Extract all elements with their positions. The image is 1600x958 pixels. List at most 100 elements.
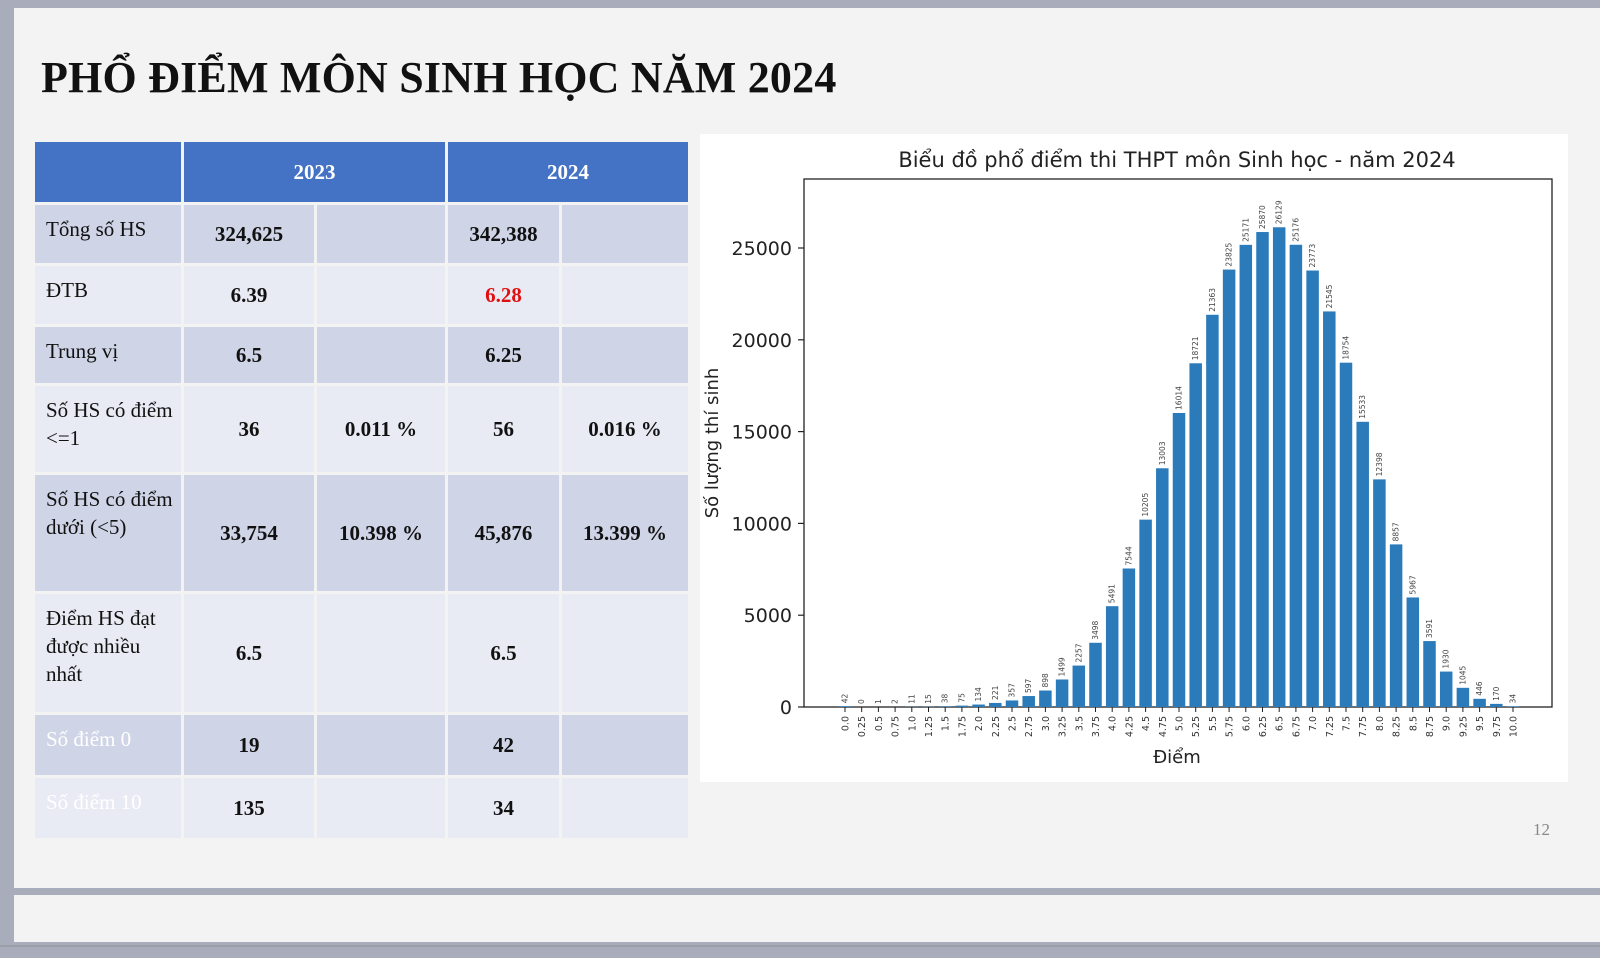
bar [1172,412,1186,707]
table-row: Số điểm 0 19 42 [35,715,688,775]
x-tick-label: 6.75 [1291,716,1302,737]
row-label: Trung vị [35,327,181,383]
header-empty-cell [35,142,181,202]
x-tick-label: 3.5 [1074,716,1085,731]
row-label: ĐTB [35,266,181,324]
bar-data-label: 0 [857,699,866,704]
x-tick-label: 1.5 [941,716,952,731]
bar [1156,468,1169,707]
bar-data-label: 15 [924,694,933,704]
value-2024: 6.25 [448,327,559,383]
x-tick-label: 2.0 [974,716,985,731]
x-tick-label: 4.75 [1158,716,1169,737]
page-number: 12 [1533,820,1550,839]
bar [989,702,1002,707]
bottom-divider [0,945,1600,947]
x-tick-label: 9.5 [1475,716,1486,731]
value-2024: 42 [448,715,559,775]
bar [1206,314,1219,707]
bar-data-label: 21363 [1208,288,1217,312]
bar [1339,362,1353,707]
bar-data-label: 1930 [1442,649,1451,668]
x-tick-label: 9.75 [1492,716,1503,737]
x-tick-label: 5.75 [1225,716,1236,737]
table-row: Số HS có điểm dưới (<5) 33,754 10.398 % … [35,475,688,591]
x-tick-label: 2.25 [991,716,1002,737]
bar-data-label: 21545 [1325,284,1334,308]
value-2023: 33,754 [184,475,314,591]
x-tick-label: 5.25 [1191,716,1202,737]
value-2024: 34 [448,778,559,838]
percent-2024 [562,594,688,712]
bar-data-label: 2257 [1074,643,1083,662]
bar [1139,519,1152,707]
percent-2024 [562,778,688,838]
bar [1356,421,1369,707]
bar [1456,687,1470,707]
x-axis: 0.0 0.25 0.5 0.75 1.0 1.25 1.5 1.75 2.0 2.25 2.5 2.… [841,707,1520,737]
value-2023: 135 [184,778,314,838]
x-tick-label: 7.25 [1325,716,1336,737]
bar-data-label: 221 [991,685,1000,700]
value-2023: 36 [184,386,314,472]
bar [1406,597,1420,707]
y-tick-label: 5000 [744,605,792,627]
x-tick-label: 9.25 [1458,716,1469,737]
y-axis: 0 5000 10000 15000 20000 25000 [732,238,804,719]
bar-data-label: 8857 [1392,522,1401,541]
percent-2023 [317,715,445,775]
table-row: Tổng số HS 324,625 342,388 [35,205,688,263]
bar-data-label: 357 [1008,683,1017,698]
bar [1439,671,1453,707]
value-2023: 6.5 [184,327,314,383]
bar [1473,698,1486,707]
row-label: Điểm HS đạt được nhiều nhất [35,594,181,712]
x-tick-label: 2.5 [1008,716,1019,731]
x-tick-label: 8.5 [1408,716,1419,731]
percent-2023 [317,266,445,324]
bar [938,706,952,707]
bar-data-label: 5967 [1408,575,1417,594]
bar-data-label: 7544 [1124,546,1133,565]
row-label: Số HS có điểm dưới (<5) [35,475,181,591]
bar [838,706,852,707]
histogram-chart: Biểu đồ phổ điểm thi THPT môn Sinh học -… [702,148,1553,768]
x-tick-label: 0.0 [841,716,852,731]
bar [955,705,969,707]
x-tick-label: 10.0 [1509,716,1520,737]
value-2024: 342,388 [448,205,559,263]
bar [1222,269,1236,707]
bar-data-label: 25870 [1258,205,1267,229]
bar [1239,244,1253,708]
x-tick-label: 6.0 [1241,716,1252,731]
bar-data-label: 446 [1475,681,1484,696]
x-tick-label: 8.0 [1375,716,1386,731]
bar-data-label: 42 [841,693,850,703]
y-tick-label: 25000 [732,238,792,260]
bar [1189,363,1202,707]
x-tick-label: 2.75 [1024,716,1035,737]
x-tick-label: 1.75 [957,716,968,737]
x-axis-label: Điểm [1153,747,1201,768]
bar-data-label: 23773 [1308,243,1317,267]
row-label: Số điểm 0 [35,715,181,775]
percent-2024: 13.399 % [562,475,688,591]
table-row: Số điểm 10 135 34 [35,778,688,838]
value-2024: 56 [448,386,559,472]
bar-data-label: 5491 [1108,584,1117,603]
bar-data-label: 75 [957,693,966,703]
table-header-row: 2023 2024 [35,142,688,202]
y-tick-label: 10000 [732,513,792,535]
table-row: Trung vị 6.5 6.25 [35,327,688,383]
value-2024: 45,876 [448,475,559,591]
table-row: Số HS có điểm <=1 36 0.011 % 56 0.016 % [35,386,688,472]
bar [1506,706,1520,707]
bar-data-label: 15533 [1358,395,1367,419]
percent-2024 [562,715,688,775]
row-label: Số HS có điểm <=1 [35,386,181,472]
header-2023: 2023 [184,142,445,202]
bar-data-label: 11 [907,694,916,704]
percent-2023: 10.398 % [317,475,445,591]
value-2023: 19 [184,715,314,775]
bar [1490,703,1503,707]
